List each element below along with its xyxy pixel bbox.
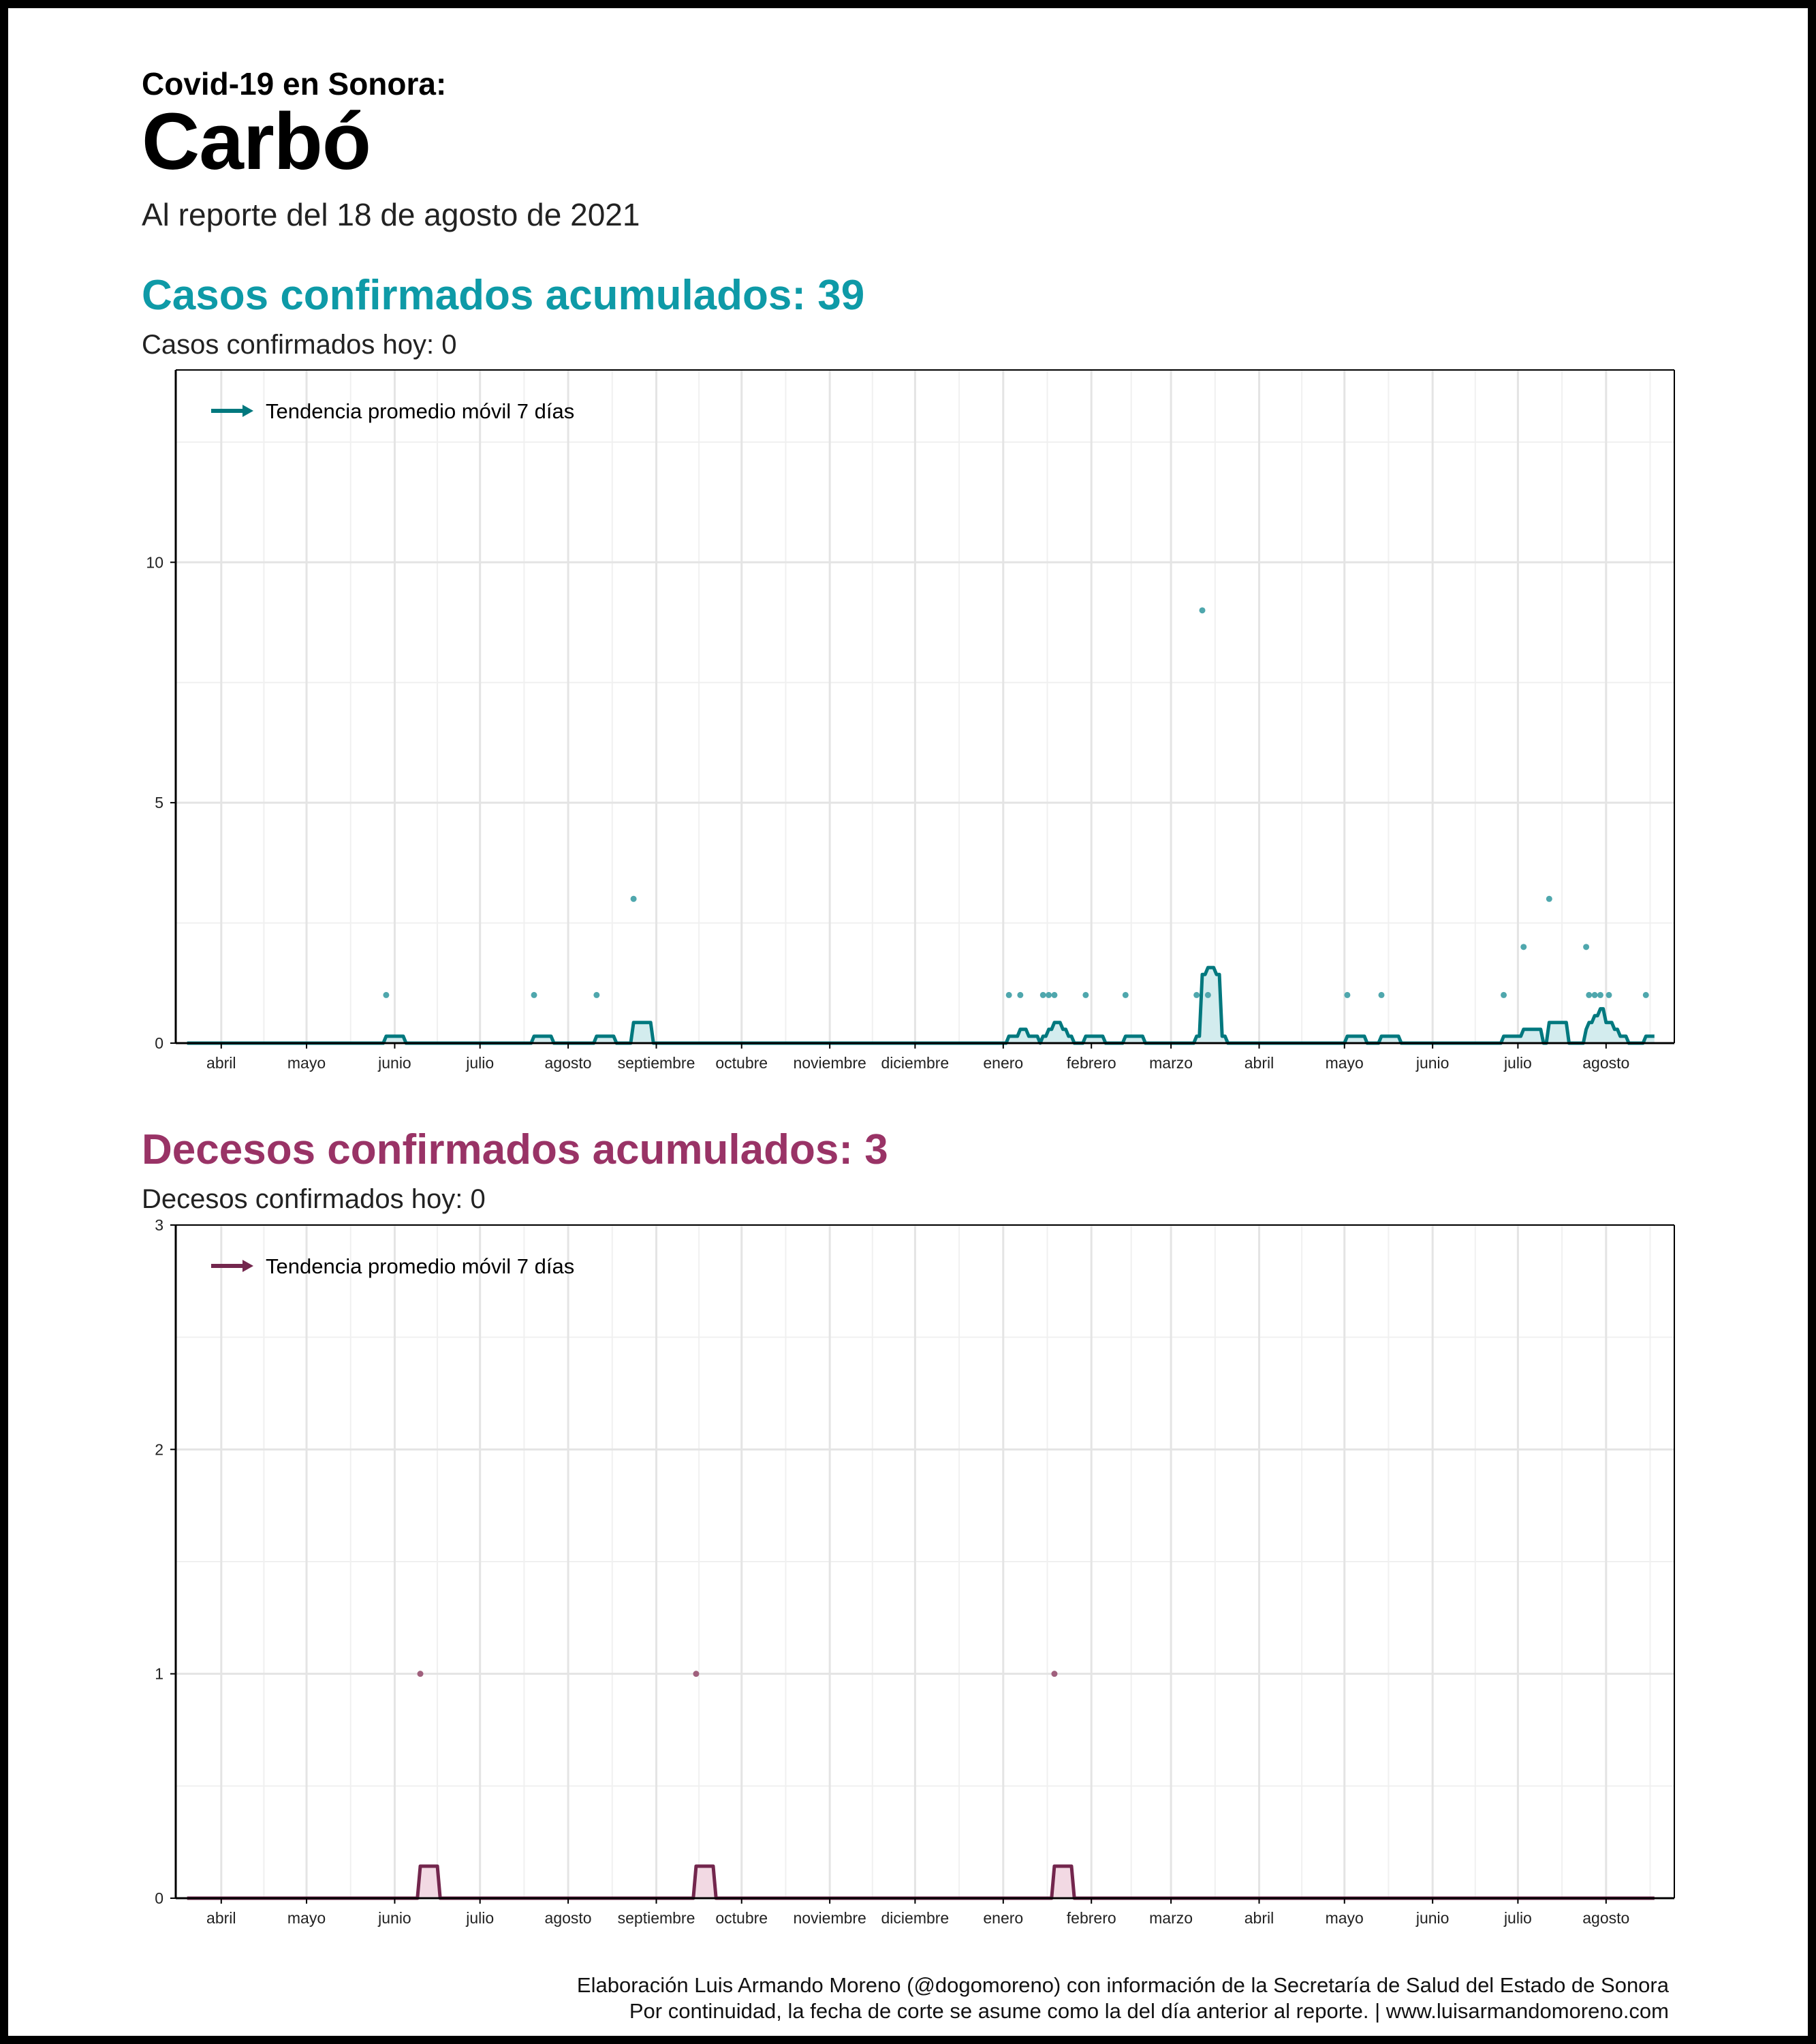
pre-title: Covid-19 en Sonora: — [142, 66, 447, 102]
cases-today: Casos confirmados hoy: 0 — [142, 330, 457, 360]
legend-arrow-icon — [242, 1260, 253, 1272]
data-point — [1546, 895, 1552, 902]
x-tick-label: mayo — [1326, 1054, 1364, 1072]
data-point — [1520, 944, 1527, 950]
data-point — [1039, 991, 1046, 998]
x-tick-label: octubre — [715, 1054, 768, 1072]
x-tick-label: noviembre — [793, 1909, 866, 1927]
x-tick-label: septiembre — [618, 1909, 695, 1927]
x-tick-label: agosto — [1582, 1054, 1629, 1072]
y-tick-label: 0 — [155, 1889, 163, 1907]
data-point — [1051, 991, 1058, 998]
x-tick-label: mayo — [287, 1909, 326, 1927]
data-point — [1501, 991, 1507, 998]
data-point — [1378, 991, 1385, 998]
x-tick-label: enero — [983, 1054, 1023, 1072]
x-tick-label: agosto — [545, 1909, 592, 1927]
municipality-title: Carbó — [142, 97, 371, 187]
y-tick-label: 2 — [155, 1440, 163, 1458]
y-tick-label: 0 — [155, 1034, 163, 1052]
x-tick-label: julio — [1503, 1054, 1532, 1072]
cases-heading: Casos confirmados acumulados: 39 — [142, 272, 865, 319]
data-point — [1344, 991, 1351, 998]
y-tick-label: 3 — [155, 1216, 163, 1234]
data-point — [693, 1671, 700, 1677]
x-tick-label: septiembre — [618, 1054, 695, 1072]
data-point — [1193, 991, 1200, 998]
y-tick-label: 1 — [155, 1665, 163, 1683]
data-point — [1046, 991, 1052, 998]
data-point — [1591, 991, 1598, 998]
data-point — [1017, 991, 1024, 998]
x-tick-label: marzo — [1149, 1909, 1193, 1927]
data-point — [1606, 991, 1612, 998]
deaths-heading: Decesos confirmados acumulados: 3 — [142, 1126, 888, 1173]
x-tick-label: abril — [206, 1909, 236, 1927]
x-tick-label: abril — [206, 1054, 236, 1072]
credit-line-2: Por continuidad, la fecha de corte se as… — [629, 1999, 1669, 2023]
x-tick-label: julio — [1503, 1909, 1532, 1927]
x-tick-label: mayo — [1326, 1909, 1364, 1927]
x-tick-label: junio — [377, 1054, 411, 1072]
x-tick-label: abril — [1244, 1909, 1274, 1927]
x-tick-label: febrero — [1067, 1054, 1116, 1072]
x-tick-label: junio — [1415, 1054, 1450, 1072]
y-tick-label: 10 — [146, 553, 163, 571]
x-tick-label: octubre — [715, 1909, 768, 1927]
x-tick-label: agosto — [545, 1054, 592, 1072]
data-point — [1051, 1671, 1058, 1677]
data-point — [383, 991, 390, 998]
data-point — [1586, 991, 1593, 998]
credit-line-1: Elaboración Luis Armando Moreno (@dogomo… — [576, 1973, 1669, 1997]
x-tick-label: junio — [1415, 1909, 1450, 1927]
x-tick-label: marzo — [1149, 1054, 1193, 1072]
legend-label: Tendencia promedio móvil 7 días — [266, 399, 574, 423]
x-tick-label: abril — [1244, 1054, 1274, 1072]
data-point — [1204, 991, 1211, 998]
x-tick-label: mayo — [287, 1054, 326, 1072]
x-tick-label: julio — [465, 1054, 494, 1072]
report-date: Al reporte del 18 de agosto de 2021 — [142, 197, 640, 232]
data-point — [1082, 991, 1089, 998]
data-point — [1642, 991, 1649, 998]
data-point — [1122, 991, 1129, 998]
data-point — [1583, 944, 1590, 950]
data-point — [1005, 991, 1012, 998]
x-tick-label: diciembre — [881, 1054, 950, 1072]
data-point — [630, 895, 637, 902]
data-point — [1597, 991, 1603, 998]
x-tick-label: febrero — [1067, 1909, 1116, 1927]
data-point — [417, 1671, 424, 1677]
x-tick-label: agosto — [1582, 1909, 1629, 1927]
legend-label: Tendencia promedio móvil 7 días — [266, 1254, 574, 1278]
y-tick-label: 5 — [155, 794, 163, 811]
x-tick-label: noviembre — [793, 1054, 866, 1072]
data-point — [1199, 607, 1206, 614]
x-tick-label: julio — [465, 1909, 494, 1927]
deaths-chart: abril mayo junio julio agosto septiembre octub… — [155, 1216, 1675, 1927]
x-tick-label: enero — [983, 1909, 1023, 1927]
legend-arrow-icon — [242, 405, 253, 417]
data-point — [593, 991, 600, 998]
deaths-today: Decesos confirmados hoy: 0 — [142, 1184, 486, 1214]
x-tick-label: junio — [377, 1909, 411, 1927]
cases-chart: abril mayo junio julio agosto septiembre octub… — [146, 369, 1675, 1072]
data-point — [531, 991, 537, 998]
plot-background — [176, 370, 1674, 1043]
x-tick-label: diciembre — [881, 1909, 950, 1927]
